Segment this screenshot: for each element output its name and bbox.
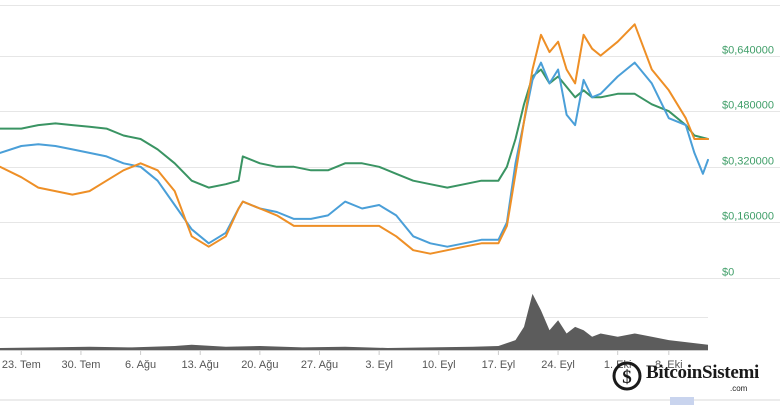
- y-tick-label: $0: [722, 267, 734, 279]
- y-axis-ticks: $0 $0,160000 $0,320000 $0,480000 $0,640000: [722, 45, 774, 279]
- bitcoin-logo-icon: $: [612, 361, 642, 391]
- svg-text:$: $: [622, 367, 632, 388]
- x-tick-label: 24. Eyl: [541, 359, 575, 371]
- logo-domain: .com: [730, 384, 748, 393]
- logo-brand: BitcoinSistemi: [646, 362, 759, 383]
- x-tick-label: 27. Ağu: [301, 359, 338, 371]
- bitcoinsistemi-logo: $ BitcoinSistemi .com: [612, 358, 778, 398]
- x-tick-label: 17. Eyl: [482, 359, 516, 371]
- x-tick-label: 6. Ağu: [125, 359, 156, 371]
- x-tick-label: 8. Eki: [655, 359, 683, 371]
- y-tick-label: $0,640000: [722, 45, 774, 57]
- series-line-1: [0, 68, 709, 189]
- volume-bars: [0, 293, 708, 350]
- navigator-bar[interactable]: [0, 397, 780, 405]
- y-tick-label: $0,160000: [722, 211, 774, 223]
- x-tick-label: 23. Tem: [2, 359, 41, 371]
- series-line-3: [0, 23, 709, 255]
- y-tick-label: $0,320000: [722, 156, 774, 168]
- navigator-selection[interactable]: [670, 397, 694, 405]
- x-tick-label: 3. Eyl: [365, 359, 393, 371]
- x-tick-label: 13. Ağu: [182, 359, 219, 371]
- x-axis-ticks: 23. Tem 30. Tem 6. Ağu 13. Ağu 20. Ağu 27. Ağ…: [2, 350, 683, 371]
- y-tick-label: $0,480000: [722, 100, 774, 112]
- x-tick-label: 30. Tem: [61, 359, 100, 371]
- x-tick-label: 20. Ağu: [241, 359, 278, 371]
- grid-lines: [0, 5, 780, 351]
- volume-area: [0, 293, 708, 350]
- x-tick-label: 10. Eyl: [422, 359, 456, 371]
- price-series: [0, 23, 709, 255]
- series-line-2: [0, 61, 709, 248]
